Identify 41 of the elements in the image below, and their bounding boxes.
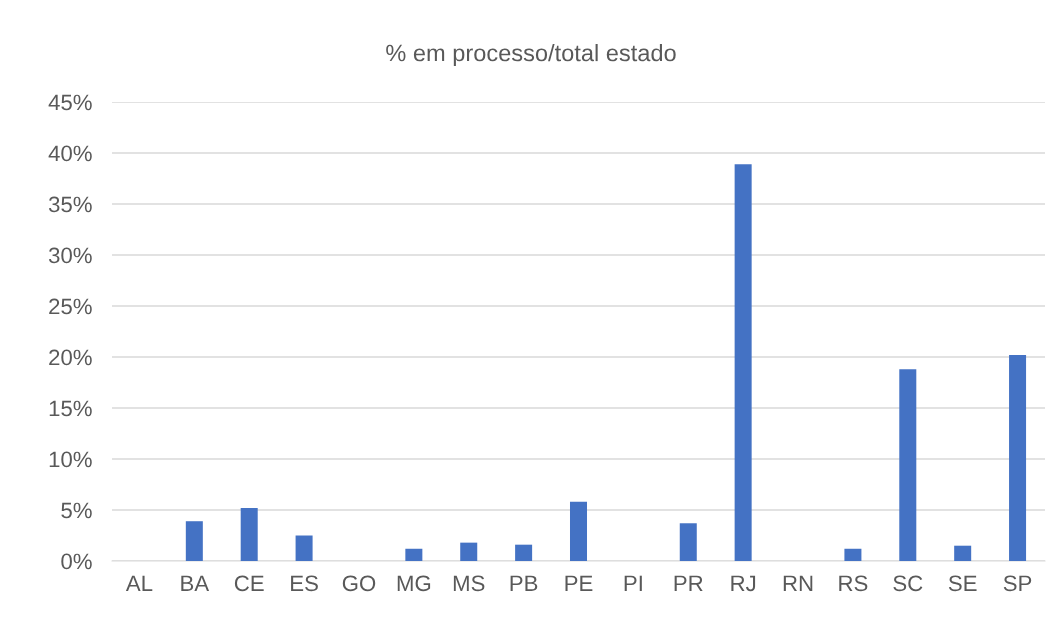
y-tick-label: 15% bbox=[49, 400, 92, 417]
x-tick-label: PR bbox=[674, 575, 703, 591]
bar bbox=[679, 523, 697, 561]
x-tick-label: CE bbox=[234, 575, 264, 592]
x-tick-label: PI bbox=[624, 575, 642, 591]
x-tick-label: RS bbox=[839, 575, 868, 592]
bar bbox=[569, 501, 588, 561]
bar bbox=[185, 521, 203, 561]
x-tick-label: RJ bbox=[731, 575, 756, 592]
bar bbox=[405, 548, 423, 561]
x-tick-label: RN bbox=[783, 575, 813, 591]
bar bbox=[240, 507, 258, 561]
bar bbox=[1009, 354, 1027, 561]
bar bbox=[899, 369, 917, 561]
bar bbox=[295, 535, 313, 561]
y-tick-label: 20% bbox=[49, 349, 92, 366]
x-tick-label: MG bbox=[397, 575, 431, 592]
bar bbox=[844, 548, 862, 561]
x-tick-label: AL bbox=[125, 575, 153, 591]
x-tick-label: ES bbox=[291, 575, 318, 592]
x-tick-label: PE bbox=[565, 575, 593, 591]
bar bbox=[460, 542, 478, 561]
bar bbox=[515, 544, 533, 561]
y-tick-label: 35% bbox=[48, 196, 92, 213]
x-tick-label: SC bbox=[893, 575, 923, 592]
y-tick-label: 25% bbox=[49, 298, 92, 315]
y-tick-label: 10% bbox=[49, 451, 92, 468]
x-tick-label: BA bbox=[181, 575, 210, 591]
x-tick-label: SE bbox=[948, 575, 977, 592]
bar bbox=[734, 164, 752, 561]
x-tick-label: GO bbox=[342, 575, 376, 592]
y-tick-label: 5% bbox=[61, 502, 92, 519]
y-tick-label: 30% bbox=[48, 247, 92, 264]
y-tick-label: 45% bbox=[48, 94, 92, 111]
x-tick-label: PB bbox=[510, 575, 538, 591]
bar bbox=[954, 545, 972, 561]
x-tick-label: SP bbox=[1003, 575, 1032, 592]
chart-title: % em processo/total estado bbox=[386, 44, 676, 67]
x-tick-label: MS bbox=[453, 575, 485, 592]
y-tick-label: 0% bbox=[61, 553, 92, 570]
y-tick-label: 40% bbox=[48, 145, 92, 162]
